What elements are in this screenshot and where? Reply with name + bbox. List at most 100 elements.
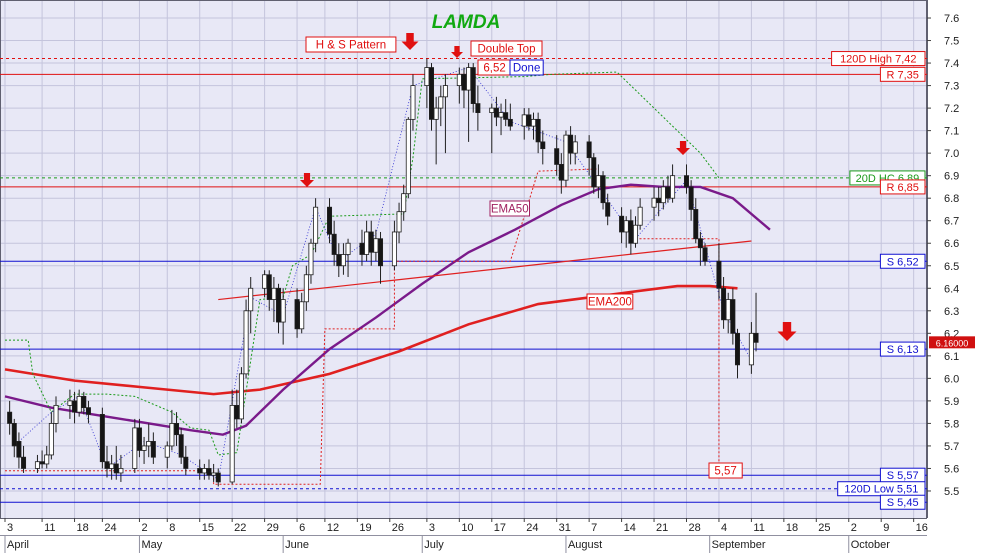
x-axis: 3 11 18 24 2 8 15 22 29 6 12 19 26 3 10 17 24 31 7 14 21 28 4 1… — [0, 518, 981, 553]
candle-down — [526, 114, 532, 127]
y-tick-label: 7.1 — [944, 126, 959, 138]
x-tick-label: 9 — [883, 522, 889, 534]
candle-up — [632, 224, 638, 244]
candle-down — [150, 441, 156, 458]
candle-down — [85, 407, 91, 415]
x-tick-label: 4 — [721, 522, 727, 534]
candle-down — [702, 247, 708, 262]
candle-down — [136, 427, 142, 451]
y-tick-label: 7.3 — [944, 81, 959, 93]
x-tick-label: 17 — [494, 522, 506, 534]
chart-title: LAMDA — [432, 12, 501, 33]
y-tick-label: 6.0 — [944, 373, 959, 385]
candle-up — [373, 238, 379, 253]
y-tick-label: 7.6 — [944, 13, 959, 25]
candle-up — [748, 332, 754, 366]
candle-up — [364, 231, 370, 255]
double-top-arrow-icon — [451, 46, 463, 58]
level-label: 120D High 7,42 — [840, 54, 916, 66]
candle-up — [345, 242, 351, 255]
candle-down — [7, 411, 13, 424]
candle-down — [234, 404, 240, 420]
candle-down — [535, 118, 541, 143]
x-tick-label: 18 — [786, 522, 798, 534]
candle-down — [591, 157, 597, 188]
y-tick-label: 6.8 — [944, 193, 959, 205]
candle-up — [141, 445, 147, 451]
candle-down — [113, 463, 119, 474]
candle-down — [558, 164, 564, 181]
level-label-box — [879, 494, 926, 510]
y-tick-label: 6.9 — [944, 171, 959, 183]
x-tick-label: 10 — [461, 522, 473, 534]
candle-down — [104, 461, 110, 469]
level-label-box — [879, 341, 926, 357]
candle-up — [637, 206, 643, 226]
candle-down — [716, 260, 722, 289]
double-top-label: Double Top — [478, 44, 536, 56]
candle-down — [266, 274, 272, 300]
month-label: July — [424, 539, 444, 551]
month-label: May — [141, 539, 162, 551]
candle-up — [67, 400, 73, 406]
y-tick-label: 7.4 — [944, 58, 959, 70]
x-tick-label: 25 — [818, 522, 830, 534]
level-label: 120D Low 5,51 — [844, 484, 918, 496]
y-axis: 5.55.65.75.85.96.06.16.26.36.46.56.66.76… — [927, 0, 981, 518]
y-tick-label: 5.6 — [944, 463, 959, 475]
candle-up — [118, 468, 124, 474]
candle-down — [554, 148, 560, 165]
candle-down — [461, 73, 467, 91]
x-tick-label: 12 — [327, 522, 339, 534]
ema200-label: EMA200 — [588, 297, 632, 309]
y-tick-label: 6.7 — [944, 216, 959, 228]
candle-up — [489, 107, 495, 114]
level-label: R 6,85 — [886, 182, 918, 194]
candle-down — [197, 468, 203, 474]
candle-up — [725, 299, 731, 321]
candle-down — [586, 141, 592, 159]
breakout-arrow-icon — [300, 173, 314, 187]
candle-up — [595, 175, 601, 188]
x-tick-label: 15 — [202, 522, 214, 534]
candle-up — [109, 463, 115, 469]
candle-up — [521, 114, 527, 127]
ema200-line — [4, 284, 738, 396]
candle-down — [753, 332, 759, 343]
y-tick-label: 6.6 — [944, 238, 959, 250]
candle-up — [303, 274, 309, 303]
y-tick-label: 7.5 — [944, 36, 959, 48]
month-label: October — [851, 539, 890, 551]
target-line — [635, 238, 720, 476]
candle-down — [605, 202, 611, 217]
candle-up — [651, 197, 657, 208]
candle-down — [475, 103, 481, 114]
candle-up — [466, 67, 472, 91]
candle-up — [53, 404, 59, 424]
candle-up — [442, 85, 448, 98]
level-label: S 6,13 — [887, 344, 919, 356]
candle-up — [248, 287, 254, 312]
candle-down — [656, 197, 662, 204]
candle-up — [146, 441, 152, 447]
y-tick-label: 5.8 — [944, 418, 959, 430]
level-label-box — [879, 179, 926, 195]
x-tick-label: 26 — [392, 522, 404, 534]
ema50-label: EMA50 — [491, 204, 529, 216]
candle-down — [215, 472, 221, 483]
candle-up — [410, 85, 416, 120]
candle-up — [164, 445, 170, 458]
candle-up — [308, 242, 314, 276]
dt-level-label: 6,52 — [483, 63, 505, 75]
candle-up — [229, 404, 235, 483]
x-tick-label: 2 — [851, 522, 857, 534]
y-axis-background — [927, 0, 981, 518]
candle-down — [336, 254, 342, 267]
hs-pattern-label: H & S Pattern — [316, 40, 386, 52]
candle-up — [563, 134, 569, 181]
x-tick-label: 11 — [753, 522, 764, 534]
last-price-label: 6.16000 — [936, 338, 969, 348]
candle-down — [327, 206, 333, 235]
candle-down — [721, 287, 727, 321]
target-low-label-box — [708, 462, 743, 479]
